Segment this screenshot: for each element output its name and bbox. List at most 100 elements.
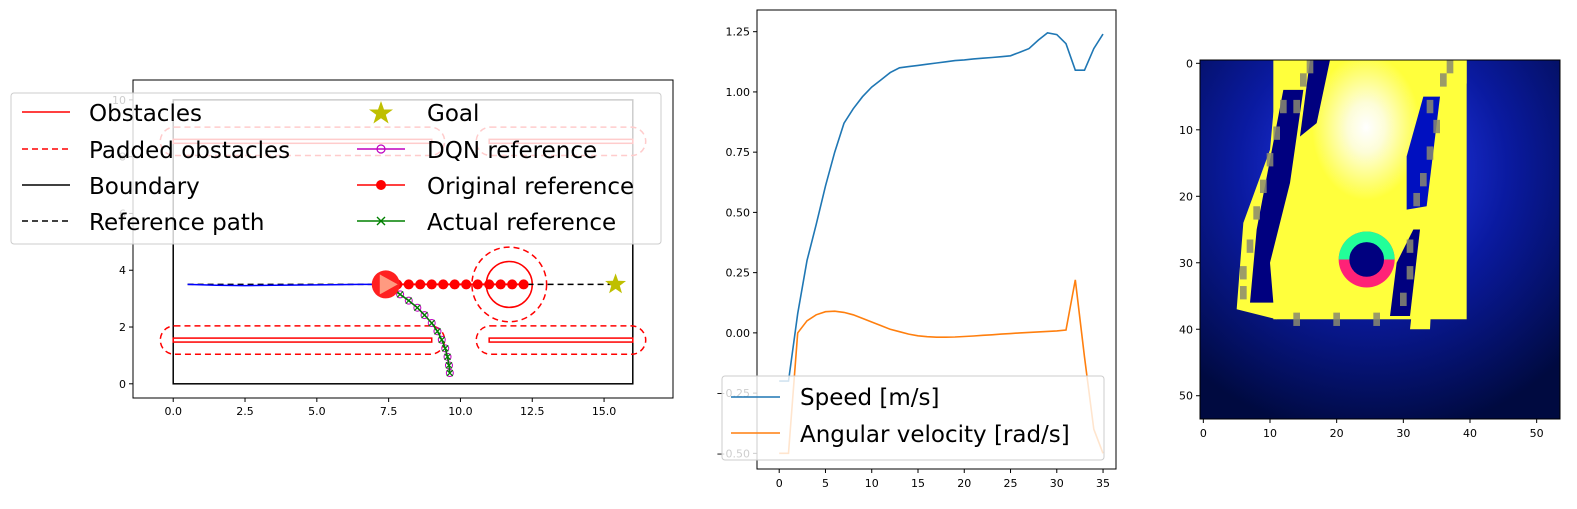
y-tick-label: 50 (1179, 390, 1193, 403)
speed-series-line (779, 32, 1104, 382)
actual-reference-point (434, 327, 441, 335)
plot-content (779, 32, 1104, 455)
legend-actual-marker (376, 216, 386, 226)
x-tick-label: 15.0 (592, 405, 617, 418)
edge-pixel (1253, 206, 1260, 220)
legend-obstacles-label: Obstacles (89, 101, 202, 127)
circle-obstacle-padded (471, 246, 548, 323)
obstacle-rect (172, 337, 433, 343)
edge-pixel (1293, 312, 1300, 326)
x-tick-label: 30 (1396, 427, 1410, 440)
obstacle-rect (488, 337, 634, 343)
legend-reference-path-label: Reference path (89, 210, 264, 236)
dqn-reference-point (404, 296, 413, 305)
actual-reference-point (441, 344, 449, 352)
left-obstacle-wall (1250, 89, 1304, 303)
legend-goal-label: Goal (427, 101, 479, 127)
dqn-reference-point (427, 319, 436, 328)
actual-reference-point (396, 290, 404, 298)
legend-actual-label: Actual reference (427, 210, 616, 236)
edge-pixel (1280, 99, 1287, 114)
edge-pixel (1413, 192, 1420, 207)
x-tick-label: 0.0 (164, 405, 182, 418)
left-obstacle-top (1300, 60, 1330, 137)
actual-reference-point (428, 319, 436, 327)
y-tick-label: 0.75 (726, 146, 751, 159)
legend-speed-label: Speed [m/s] (800, 385, 940, 411)
x-tick-label: 20 (957, 477, 971, 490)
x-tick-label: 5 (822, 477, 829, 490)
edge-pixel (1426, 146, 1434, 160)
original-reference-point (472, 279, 483, 290)
actual-reference-point (444, 353, 451, 361)
image-frame (1199, 59, 1561, 420)
x-tick-label: 0 (776, 477, 783, 490)
x-tick-label: 12.5 (520, 405, 545, 418)
free-space-right-strip (1410, 60, 1467, 330)
original-reference-point (426, 279, 437, 290)
original-reference-point (449, 279, 460, 290)
right-obstacle-wall (1406, 96, 1440, 210)
y-tick-label: 1.25 (726, 26, 751, 39)
x-tick-label: 10.0 (448, 405, 473, 418)
edge-pixel (1446, 60, 1454, 74)
edge-pixel (1266, 153, 1274, 167)
legend-original-marker (376, 180, 386, 190)
x-tick-label: 30 (1050, 477, 1064, 490)
original-reference-point (484, 279, 495, 290)
x-tick-label: 10 (865, 477, 879, 490)
edge-pixel (1420, 173, 1427, 187)
original-reference-point (495, 279, 506, 290)
image-content (1200, 60, 1560, 419)
legend: Obstacles Padded obstacles Boundary Refe… (10, 92, 662, 245)
y-tick-label: 30 (1179, 257, 1193, 270)
x-tick-label: 10 (1263, 427, 1277, 440)
angular-velocity-series-line (779, 279, 1104, 455)
actual-reference-point (421, 311, 428, 319)
y-tick-label: 10 (1179, 124, 1193, 137)
x-tick-label: 0 (1200, 427, 1207, 440)
x-axis: 0.0 2.5 5.0 7.5 10.0 12.5 15.0 (164, 398, 616, 418)
edge-pixel (1426, 99, 1434, 114)
x-axis: 0 5 10 15 20 25 30 35 (776, 469, 1110, 490)
x-tick-label: 20 (1330, 427, 1344, 440)
edge-pixel (1246, 239, 1254, 253)
edge-pixel (1440, 73, 1447, 87)
original-reference-point (507, 279, 518, 290)
x-tick-label: 40 (1463, 427, 1477, 440)
legend-box (10, 92, 662, 245)
x-tick-label: 7.5 (380, 405, 398, 418)
actual-reference-point (438, 336, 446, 344)
edge-pixel (1333, 312, 1340, 326)
original-reference-point (461, 279, 472, 290)
legend-dqn-label: DQN reference (427, 138, 597, 164)
edge-pixel (1400, 292, 1407, 307)
edge-pixel (1373, 312, 1380, 326)
original-reference-point (415, 279, 426, 290)
edge-pixel (1240, 266, 1247, 280)
padded-obstacle (475, 325, 647, 356)
original-reference-point (518, 279, 529, 290)
y-tick-label: 4 (119, 264, 126, 277)
legend-padded-obstacles-label: Padded obstacles (89, 138, 290, 164)
legend-angular-label: Angular velocity [rad/s] (800, 422, 1070, 448)
dqn-reference-point (437, 335, 446, 344)
x-axis: 0 10 20 30 40 50 (1200, 419, 1544, 440)
traveled-path-line (187, 283, 386, 287)
x-tick-label: 5.0 (308, 405, 326, 418)
x-tick-label: 35 (1096, 477, 1110, 490)
edge-pixel (1293, 99, 1300, 114)
x-tick-label: 50 (1530, 427, 1544, 440)
legend-original-label: Original reference (427, 174, 634, 200)
y-tick-label: 0 (1186, 57, 1193, 70)
dqn-reference-point (441, 344, 450, 353)
x-tick-label: 15 (911, 477, 925, 490)
dqn-reference-point (420, 311, 429, 320)
edge-pixel (1300, 73, 1307, 87)
y-tick-label: 20 (1179, 190, 1193, 203)
edge-pixel (1406, 266, 1414, 280)
actual-reference-point (413, 304, 421, 312)
dqn-reference-point (396, 290, 405, 299)
original-reference-point (438, 279, 449, 290)
